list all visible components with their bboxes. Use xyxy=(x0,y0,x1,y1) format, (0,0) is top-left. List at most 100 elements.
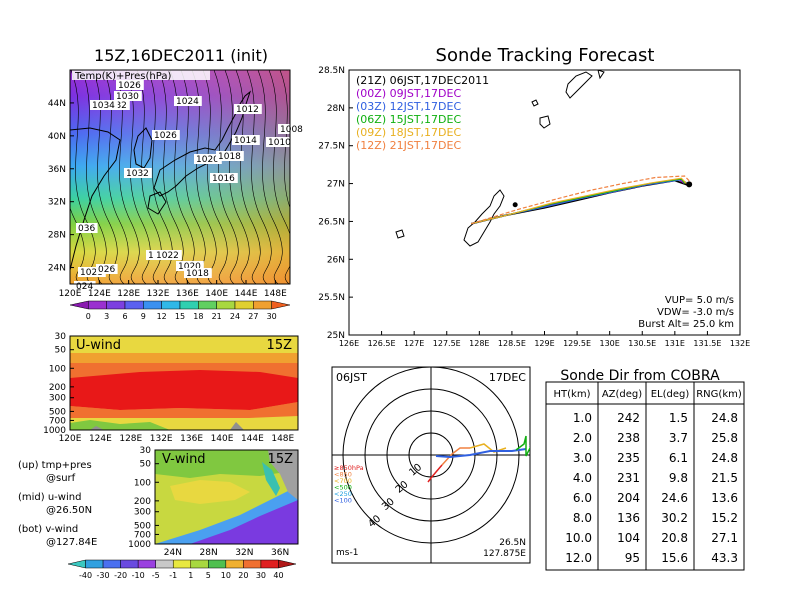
map-lat-tick-label: 40N xyxy=(48,132,66,142)
isobar-line xyxy=(202,70,228,284)
isobar-line xyxy=(213,70,239,284)
table-cell: 12.0 xyxy=(565,551,592,565)
wind-colorbar-tick: 5 xyxy=(206,571,211,580)
uwind-frame xyxy=(69,335,299,431)
table-cell: 15.2 xyxy=(711,511,738,525)
amami-island xyxy=(565,71,593,99)
wind-colorbar-segment xyxy=(278,559,297,569)
map-lat-ticks: 44N 40N 36N 32N 28N 24N xyxy=(48,99,74,274)
track-legend: (21Z) 06JST,17DEC2011(00Z) 09JST,17DEC (0… xyxy=(356,74,489,152)
level-legend-entry: <850 xyxy=(334,471,352,479)
level-legend-entry: <700 xyxy=(334,477,352,485)
track-lat-tick-label: 26N xyxy=(327,255,345,265)
table-cell: 27.1 xyxy=(711,531,738,545)
isobar-label-bg xyxy=(96,264,118,274)
isobar-label: 1026 xyxy=(118,81,141,91)
panel-notes: (up) tmp+pres @surf (mid) u-wind @26.50N… xyxy=(18,460,97,548)
map-frame xyxy=(69,69,291,285)
uwind-pressure-tick-label: 700 xyxy=(49,416,66,426)
isobar-label-bg xyxy=(154,250,182,260)
vwind-upper-green xyxy=(155,450,298,478)
table-cell: 238 xyxy=(617,431,640,445)
map-lon-tick-label: 120E xyxy=(59,289,82,299)
vwind-yellow-core xyxy=(170,480,250,504)
uwind-pressure-tick-label: 30 xyxy=(55,332,67,342)
track-lat-tick-label: 28N xyxy=(327,104,345,114)
temp-colorbar-segment xyxy=(69,300,89,310)
isobar-label-bg xyxy=(116,80,144,90)
track-lon-tick-label: 126.5E xyxy=(368,339,396,348)
vwind-pressure-tick-label: 200 xyxy=(134,497,151,507)
uwind-pressure-tick-label: 1000 xyxy=(43,426,66,436)
isobar-label: 1018 xyxy=(218,152,241,162)
isobar-label: 1030 xyxy=(116,92,139,102)
table-title: Sonde Dir from COBRA xyxy=(560,368,720,384)
track-marker xyxy=(512,202,518,208)
temp-colorbar-segment xyxy=(88,300,107,310)
table-cell: 242 xyxy=(617,411,640,425)
uwind-lon-tick-label: 148E xyxy=(271,434,294,444)
temp-colorbar-tick: 6 xyxy=(122,312,127,321)
uwind-lon-tick-label: 124E xyxy=(89,434,112,444)
isobar-label-bg xyxy=(152,130,180,140)
isobar-label: 036 xyxy=(78,224,95,234)
level-legend-entry: <250 xyxy=(334,490,352,498)
track-lon-tick-label: 131.5E xyxy=(693,339,721,348)
track-lon-tick-label: 132E xyxy=(730,339,750,348)
hodograph-cyan xyxy=(529,445,530,446)
table-cell: 20.8 xyxy=(661,531,688,545)
uwind-pressure-tick-label: 500 xyxy=(49,407,66,417)
isobar-line xyxy=(291,70,315,284)
isobar-label-bg xyxy=(176,261,204,271)
hodograph-green xyxy=(515,435,530,457)
uwind-jet-core xyxy=(70,370,298,410)
isobar-label: 1022 xyxy=(156,251,179,261)
isobar-label: 1020 xyxy=(178,262,201,272)
uwind-lon-tick-label: 140E xyxy=(211,434,234,444)
table-cell: 136 xyxy=(617,511,640,525)
isobar-label: 1014 xyxy=(234,136,257,146)
vwind-frame xyxy=(154,449,299,545)
track-legend-entry: (21Z) 06JST,17DEC2011 xyxy=(356,74,489,87)
param-vup: VUP= 5.0 m/s xyxy=(665,295,734,306)
vwind-pressure-tick-label: 30 xyxy=(140,446,152,456)
table-cell: 1.5 xyxy=(669,411,688,425)
isobar-label: 026 xyxy=(98,265,115,275)
isobar-label-bg xyxy=(74,281,96,291)
isobar-line xyxy=(70,206,85,284)
vwind-purple xyxy=(190,500,298,544)
uwind-lower-orange xyxy=(70,402,298,420)
track-lon-tick-label: 127E xyxy=(404,339,424,348)
isobar-line xyxy=(268,70,290,284)
polar-time: 06JST xyxy=(336,371,367,384)
temp-colorbar-segment xyxy=(143,300,162,310)
temp-colorbar-tick: 9 xyxy=(141,312,146,321)
isobar-label: 1034 xyxy=(92,101,115,111)
track-lat-tick-label: 26.5N xyxy=(318,217,345,227)
wind-colorbar-segment xyxy=(225,559,244,569)
table-cell: 24.8 xyxy=(711,451,738,465)
isobar-line xyxy=(103,70,129,284)
table-cell: 25.8 xyxy=(711,431,738,445)
isobar-label: 1028 xyxy=(80,268,103,278)
track-lat-ticks: 28.5N 28N 27.5N 27N 26.5N 26N 25.5N 25N xyxy=(318,66,353,341)
wind-colorbar-segment xyxy=(243,559,262,569)
note-mid-line1: (mid) u-wind xyxy=(18,492,81,503)
vwind-teal xyxy=(262,462,280,496)
map-lon-tick-label: 144E xyxy=(235,289,258,299)
isobar-label: 1024 xyxy=(176,97,199,107)
level-legend-entry: ≥850hPa xyxy=(334,464,364,472)
wind-colorbar-tick: -1 xyxy=(169,571,177,580)
vwind-lat-tick-label: 28N xyxy=(200,548,218,558)
track-lat-tick-label: 28.5N xyxy=(318,66,345,76)
main-title: Sonde Tracking Forecast xyxy=(436,45,655,66)
track-legend-entry: (00Z) 09JST,17DEC xyxy=(356,87,461,100)
table-frame xyxy=(545,381,745,571)
table-header-cell: HT(km) xyxy=(554,389,591,400)
wind-colorbar-segment xyxy=(85,559,104,569)
left-panel-title: 15Z,16DEC2011 (init) xyxy=(94,46,268,65)
note-mid-line2: @26.50N xyxy=(46,505,92,516)
temp-colorbar-tick: 12 xyxy=(157,312,167,321)
track-legend-entry: (06Z) 15JST,17DEC xyxy=(356,113,461,126)
